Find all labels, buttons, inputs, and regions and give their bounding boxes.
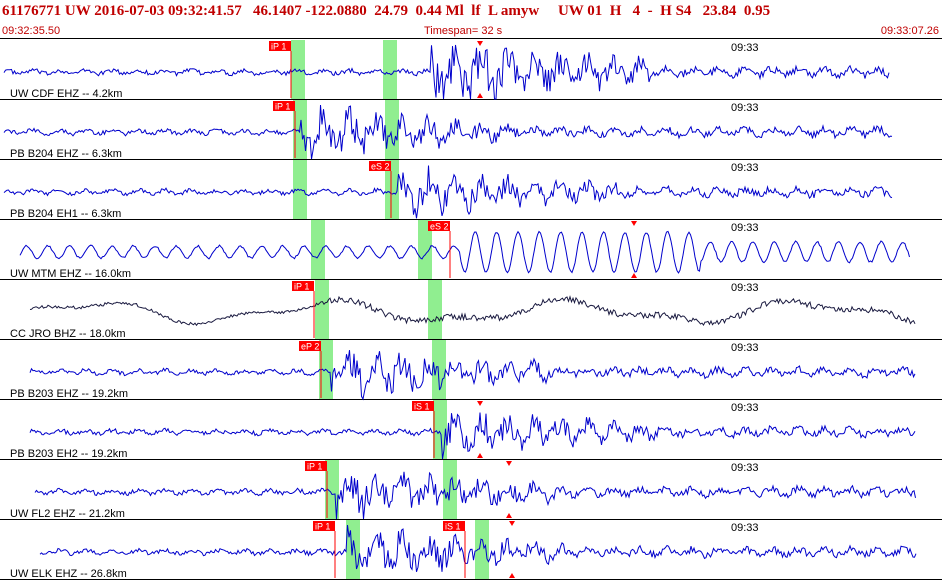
minute-marker-label: 09:33 xyxy=(731,42,759,54)
arrival-marker-bottom xyxy=(477,93,483,98)
arrival-marker-bottom xyxy=(509,573,515,578)
arrival-marker-top xyxy=(477,401,483,406)
pick-window[interactable] xyxy=(315,280,329,339)
trace-row[interactable]: 09:33 iS 1 PB B203 EH2 -- 19.2km xyxy=(0,400,942,460)
pick-flag-label: iP 1 xyxy=(307,462,322,472)
pick-flag[interactable] xyxy=(299,341,321,351)
trace-row[interactable]: 09:33 iP 1 UW CDF EHZ -- 4.2km xyxy=(0,40,942,100)
pick-flag-label: iP 1 xyxy=(271,42,286,52)
end-time-label: 09:33:07.26 xyxy=(880,25,939,37)
event-header: 61176771 UW 2016-07-03 09:32:41.57 46.14… xyxy=(0,0,942,39)
station-label: PB B204 EHZ -- 6.3km xyxy=(10,148,122,160)
pick-flag-label: eP 2 xyxy=(301,342,319,352)
trace-row[interactable]: 09:33 eS 2 UW MTM EHZ -- 16.0km xyxy=(0,220,942,280)
pick-flag[interactable] xyxy=(412,401,434,411)
minute-marker-label: 09:33 xyxy=(731,402,759,414)
pick-flag[interactable] xyxy=(292,281,314,291)
waveform-trace[interactable] xyxy=(19,230,910,274)
arrival-marker-bottom xyxy=(631,273,637,278)
pick-flag-label: iS 1 xyxy=(414,402,430,412)
station-label: UW FL2 EHZ -- 21.2km xyxy=(10,508,125,520)
pick-flag[interactable] xyxy=(443,521,465,531)
pick-flag-label: eS 2 xyxy=(430,222,449,232)
pick-window[interactable] xyxy=(385,160,399,219)
pick-flag-label: iP 1 xyxy=(315,522,330,532)
start-time-label: 09:32:35.50 xyxy=(2,25,61,37)
minute-marker-label: 09:33 xyxy=(731,462,759,474)
pick-flag[interactable] xyxy=(428,221,450,231)
arrival-marker-bottom xyxy=(477,453,483,458)
trace-row[interactable]: 09:33 iP 1 UW FL2 EHZ -- 21.2km xyxy=(0,460,942,520)
pick-window[interactable] xyxy=(291,40,305,99)
pick-window[interactable] xyxy=(433,400,447,459)
pick-flag[interactable] xyxy=(269,41,291,51)
pick-window[interactable] xyxy=(293,160,307,219)
minute-marker-label: 09:33 xyxy=(731,162,759,174)
pick-window[interactable] xyxy=(432,340,446,399)
arrival-marker-top xyxy=(506,461,512,466)
station-label: UW CDF EHZ -- 4.2km xyxy=(10,88,122,100)
waveform-trace[interactable] xyxy=(3,44,890,100)
minute-marker-label: 09:33 xyxy=(731,522,759,534)
arrival-marker-bottom xyxy=(506,513,512,518)
waveform-trace[interactable] xyxy=(39,524,917,572)
pick-flag-label: iP 1 xyxy=(294,282,309,292)
waveform-trace[interactable] xyxy=(34,471,916,520)
trace-row[interactable]: 09:33 eP 2 PB B203 EHZ -- 19.2km xyxy=(0,340,942,401)
station-label: CC JRO BHZ -- 18.0km xyxy=(10,328,126,340)
pick-flag[interactable] xyxy=(305,461,327,471)
arrival-marker-top xyxy=(477,41,483,46)
station-label: PB B204 EH1 -- 6.3km xyxy=(10,208,121,220)
pick-flag-label: iS 1 xyxy=(445,522,461,532)
trace-row[interactable]: 09:33 iP 1 iS 1 UW ELK EHZ -- 26.8km xyxy=(0,520,942,580)
pick-flag-label: eS 2 xyxy=(371,162,390,172)
pick-flag-label: iP 1 xyxy=(275,102,290,112)
pick-window[interactable] xyxy=(311,220,325,279)
waveform-trace[interactable] xyxy=(3,165,893,219)
trace-row[interactable]: 09:33 iP 1 CC JRO BHZ -- 18.0km xyxy=(0,280,942,340)
seismogram-panel[interactable]: 09:33 iP 1 UW CDF EHZ -- 4.2km 09:33 iP 1 PB … xyxy=(0,40,942,580)
minute-marker-label: 09:33 xyxy=(731,282,759,294)
waveform-trace[interactable] xyxy=(29,412,916,460)
pick-flag[interactable] xyxy=(369,161,391,171)
pick-window[interactable] xyxy=(428,280,442,339)
trace-row[interactable]: 09:33 iP 1 PB B204 EHZ -- 6.3km xyxy=(0,100,942,160)
trace-row[interactable]: 09:33 eS 2 PB B204 EH1 -- 6.3km xyxy=(0,160,942,220)
pick-flag[interactable] xyxy=(313,521,335,531)
minute-marker-label: 09:33 xyxy=(731,342,759,354)
arrival-marker-top xyxy=(509,521,515,526)
minute-marker-label: 09:33 xyxy=(731,102,759,114)
station-label: UW ELK EHZ -- 26.8km xyxy=(10,568,127,580)
waveform-trace[interactable] xyxy=(3,104,893,160)
minute-marker-label: 09:33 xyxy=(731,222,759,234)
arrival-marker-top xyxy=(631,221,637,226)
pick-window[interactable] xyxy=(418,220,432,279)
station-label: PB B203 EH2 -- 19.2km xyxy=(10,448,127,460)
station-label: PB B203 EHZ -- 19.2km xyxy=(10,388,128,400)
waveform-trace[interactable] xyxy=(29,295,916,327)
timespan-label: Timespan= 32 s xyxy=(424,25,503,37)
pick-window[interactable] xyxy=(383,40,397,99)
event-summary-line: 61176771 UW 2016-07-03 09:32:41.57 46.14… xyxy=(2,3,771,19)
pick-window[interactable] xyxy=(475,520,489,579)
waveform-trace[interactable] xyxy=(29,350,916,401)
pick-flag[interactable] xyxy=(273,101,295,111)
pick-window[interactable] xyxy=(385,100,399,159)
station-label: UW MTM EHZ -- 16.0km xyxy=(10,268,131,280)
trace-canvas[interactable]: 09:33 iP 1 UW CDF EHZ -- 4.2km 09:33 iP 1 PB … xyxy=(0,40,942,580)
